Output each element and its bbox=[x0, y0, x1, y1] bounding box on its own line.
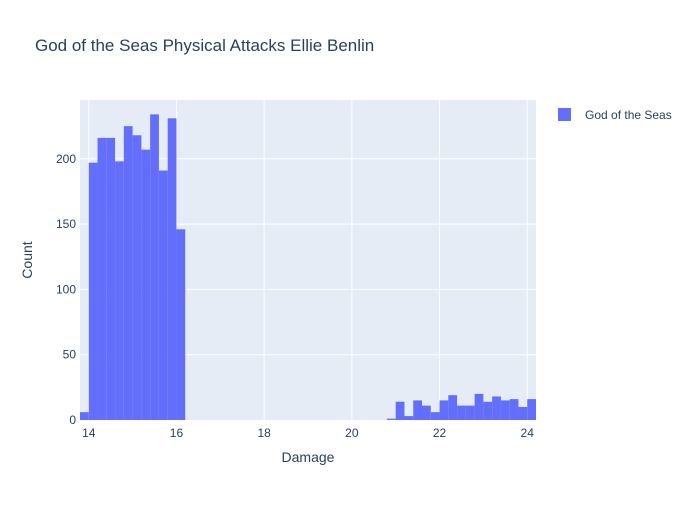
histogram-bar[interactable] bbox=[123, 126, 133, 421]
histogram-bar[interactable] bbox=[483, 401, 493, 420]
y-tick-label: 100 bbox=[56, 282, 76, 296]
x-tick-label: 22 bbox=[433, 426, 447, 440]
tick-labels: 14 16 18 20 22 24 0 50 100 150 200 bbox=[56, 152, 534, 440]
x-tick-label: 24 bbox=[521, 426, 535, 440]
x-tick-label: 20 bbox=[345, 426, 359, 440]
chart-title: God of the Seas Physical Attacks Ellie B… bbox=[35, 36, 374, 55]
histogram-bar[interactable] bbox=[422, 405, 431, 420]
histogram-bar[interactable] bbox=[97, 137, 107, 420]
legend[interactable]: God of the Seas bbox=[558, 108, 672, 122]
histogram-bar[interactable] bbox=[465, 405, 475, 420]
bars bbox=[80, 114, 536, 421]
histogram-bar[interactable] bbox=[106, 137, 116, 420]
histogram-bar[interactable] bbox=[115, 161, 124, 420]
histogram-bar[interactable] bbox=[386, 418, 396, 420]
histogram-bar[interactable] bbox=[509, 399, 519, 420]
histogram-bar[interactable] bbox=[527, 399, 536, 420]
histogram-bar[interactable] bbox=[88, 162, 98, 420]
legend-swatch bbox=[558, 108, 571, 121]
histogram-bar[interactable] bbox=[150, 114, 159, 421]
y-tick-label: 150 bbox=[56, 217, 76, 231]
histogram-bar[interactable] bbox=[518, 406, 528, 420]
histogram-bar[interactable] bbox=[474, 393, 484, 420]
histogram-bar[interactable] bbox=[404, 416, 414, 420]
histogram-bar[interactable] bbox=[500, 400, 510, 420]
x-axis-label: Damage bbox=[282, 449, 335, 465]
y-tick-label: 200 bbox=[56, 152, 76, 166]
histogram-bar[interactable] bbox=[141, 149, 151, 420]
x-tick-label: 18 bbox=[257, 426, 271, 440]
histogram-bar[interactable] bbox=[413, 400, 422, 420]
histogram-bar[interactable] bbox=[439, 400, 449, 420]
histogram-bar[interactable] bbox=[430, 412, 440, 420]
histogram-bar[interactable] bbox=[457, 405, 466, 420]
histogram-bar[interactable] bbox=[448, 395, 458, 420]
y-tick-label: 0 bbox=[69, 413, 76, 427]
histogram-bar[interactable] bbox=[492, 396, 501, 420]
histogram-bar[interactable] bbox=[176, 229, 186, 420]
x-tick-label: 16 bbox=[170, 426, 184, 440]
histogram-bar[interactable] bbox=[158, 170, 168, 420]
y-axis-label: Count bbox=[19, 241, 35, 278]
legend-label: God of the Seas bbox=[585, 108, 672, 122]
y-tick-label: 50 bbox=[63, 348, 77, 362]
histogram-bar[interactable] bbox=[80, 412, 89, 420]
x-tick-label: 14 bbox=[82, 426, 96, 440]
histogram-bar[interactable] bbox=[395, 401, 405, 420]
histogram-bar[interactable] bbox=[132, 135, 142, 420]
histogram-bar[interactable] bbox=[167, 118, 177, 421]
